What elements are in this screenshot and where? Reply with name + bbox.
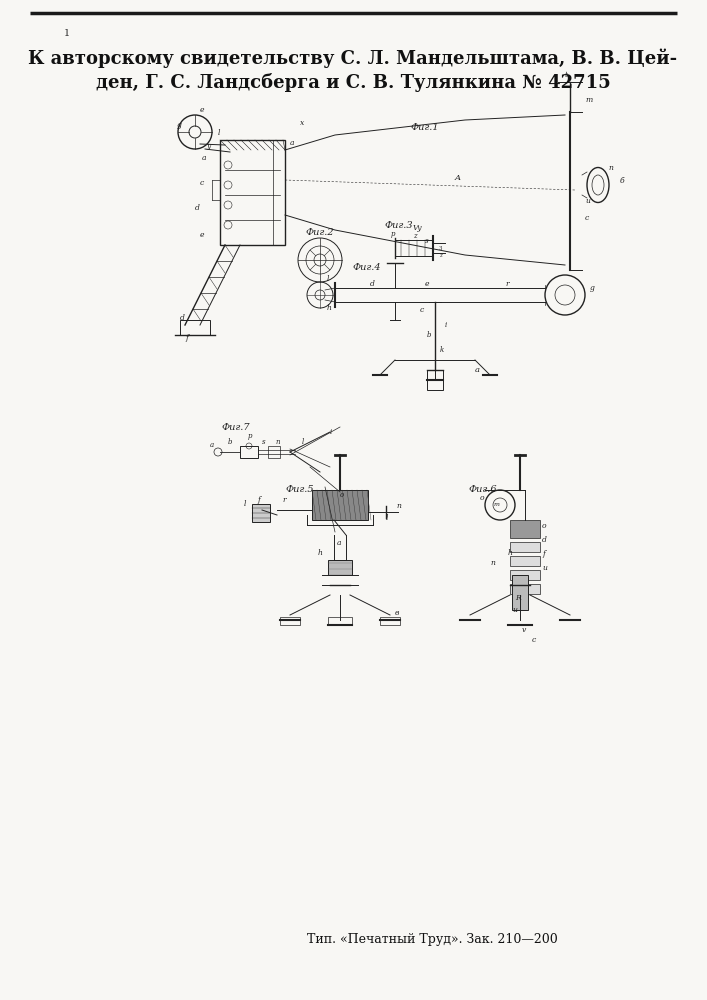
Text: m: m	[585, 96, 592, 104]
Text: v: v	[522, 626, 526, 634]
Bar	[510, 570, 540, 580]
Text: c: c	[200, 179, 204, 187]
Text: o: o	[340, 491, 344, 499]
Text: m: m	[494, 502, 500, 506]
Bar	[510, 542, 540, 552]
Text: К авторскому свидетельству С. Л. Мандельштама, В. В. Цей-: К авторскому свидетельству С. Л. Мандель…	[28, 48, 677, 68]
Text: h: h	[318, 549, 323, 557]
Bar	[252, 504, 270, 522]
Text: u: u	[542, 564, 547, 572]
Text: ден, Г. С. Ландсберга и С. В. Тулянкина № 42715: ден, Г. С. Ландсберга и С. В. Тулянкина …	[95, 73, 610, 92]
Text: R: R	[515, 594, 521, 602]
Text: b: b	[228, 438, 233, 446]
Text: r: r	[282, 496, 286, 504]
Text: Фиг.6: Фиг.6	[468, 485, 496, 494]
Bar	[180, 320, 210, 335]
Text: z: z	[439, 253, 442, 258]
Text: d: d	[180, 314, 185, 322]
Bar	[510, 520, 540, 538]
Text: n: n	[608, 164, 613, 172]
Bar	[380, 617, 400, 625]
Text: c: c	[585, 214, 589, 222]
Bar	[510, 556, 540, 566]
Text: a: a	[337, 539, 341, 547]
Text: h: h	[508, 549, 513, 557]
Text: a: a	[210, 441, 214, 449]
Text: h: h	[327, 304, 332, 312]
Bar	[312, 490, 368, 520]
Text: Тип. «Печатный Труд». Зак. 210—200: Тип. «Печатный Труд». Зак. 210—200	[307, 934, 557, 946]
Text: Фиг.4: Фиг.4	[352, 263, 380, 272]
Text: Фиг.3: Фиг.3	[384, 221, 413, 230]
Text: a: a	[475, 366, 480, 374]
Bar	[427, 370, 443, 390]
Text: x: x	[300, 119, 304, 127]
Text: f: f	[257, 496, 260, 504]
Text: u: u	[512, 606, 517, 614]
Text: d: d	[195, 204, 200, 212]
Text: d: d	[542, 536, 547, 544]
Text: Фиг.2: Фиг.2	[305, 228, 334, 237]
Text: p: p	[248, 432, 252, 440]
Text: ı: ı	[65, 25, 69, 38]
Bar	[510, 584, 540, 594]
Text: n: n	[275, 438, 279, 446]
Text: i: i	[330, 428, 332, 436]
Text: s: s	[262, 438, 266, 446]
Bar	[240, 446, 258, 458]
Text: Фиг.1: Фиг.1	[410, 123, 438, 132]
Text: g: g	[590, 284, 595, 292]
Text: Фиг.5: Фиг.5	[285, 485, 314, 494]
Text: u: u	[585, 197, 590, 205]
Text: l: l	[386, 514, 389, 522]
Text: c: c	[532, 636, 536, 644]
Text: б: б	[620, 177, 624, 185]
Text: g: g	[177, 121, 182, 129]
Text: l: l	[302, 438, 304, 446]
Text: r: r	[505, 280, 508, 288]
Text: d: d	[370, 280, 375, 288]
Text: A: A	[455, 174, 461, 182]
Bar	[328, 560, 352, 575]
Text: c: c	[420, 306, 424, 314]
Text: l: l	[327, 275, 329, 283]
Text: n: n	[490, 559, 495, 567]
Text: f: f	[542, 550, 545, 558]
Bar	[328, 617, 352, 625]
Text: f: f	[185, 334, 188, 342]
Text: l: l	[218, 129, 221, 137]
Bar	[280, 617, 300, 625]
Text: y: y	[206, 142, 210, 150]
Text: e: e	[200, 231, 204, 239]
Text: a: a	[202, 154, 206, 162]
Text: e: e	[200, 106, 204, 114]
Text: o: o	[480, 494, 484, 502]
Text: k: k	[440, 346, 444, 354]
Text: i: i	[445, 321, 448, 329]
Text: t: t	[565, 71, 568, 79]
Bar	[512, 575, 528, 610]
Text: z: z	[413, 232, 416, 240]
Text: p: p	[391, 230, 395, 238]
Bar	[268, 446, 280, 458]
Text: l: l	[244, 500, 247, 508]
Text: Vy: Vy	[413, 224, 423, 232]
Text: в: в	[395, 609, 399, 617]
Text: n: n	[396, 502, 401, 510]
Text: o: o	[542, 522, 547, 530]
Text: Фиг.7: Фиг.7	[221, 423, 250, 432]
Text: e: e	[425, 280, 429, 288]
Text: 3: 3	[439, 246, 443, 251]
Text: a: a	[290, 139, 295, 147]
Text: b: b	[427, 331, 431, 339]
Bar	[220, 140, 285, 245]
Text: s: s	[425, 237, 428, 245]
